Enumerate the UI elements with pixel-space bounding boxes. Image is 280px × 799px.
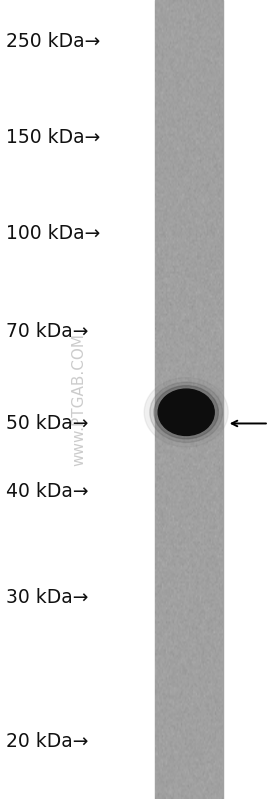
Text: 100 kDa→: 100 kDa→ [6, 224, 100, 243]
Text: 40 kDa→: 40 kDa→ [6, 482, 88, 501]
Text: 250 kDa→: 250 kDa→ [6, 32, 100, 51]
Text: 30 kDa→: 30 kDa→ [6, 588, 88, 607]
Text: www.PTGAB.COM: www.PTGAB.COM [71, 333, 86, 466]
Ellipse shape [158, 389, 214, 435]
Bar [155, 0, 223, 799]
Text: 20 kDa→: 20 kDa→ [6, 732, 88, 751]
Text: 150 kDa→: 150 kDa→ [6, 128, 100, 147]
Text: 50 kDa→: 50 kDa→ [6, 414, 88, 433]
Ellipse shape [154, 386, 218, 439]
Ellipse shape [150, 382, 223, 443]
Ellipse shape [144, 377, 228, 447]
Text: 70 kDa→: 70 kDa→ [6, 322, 88, 341]
